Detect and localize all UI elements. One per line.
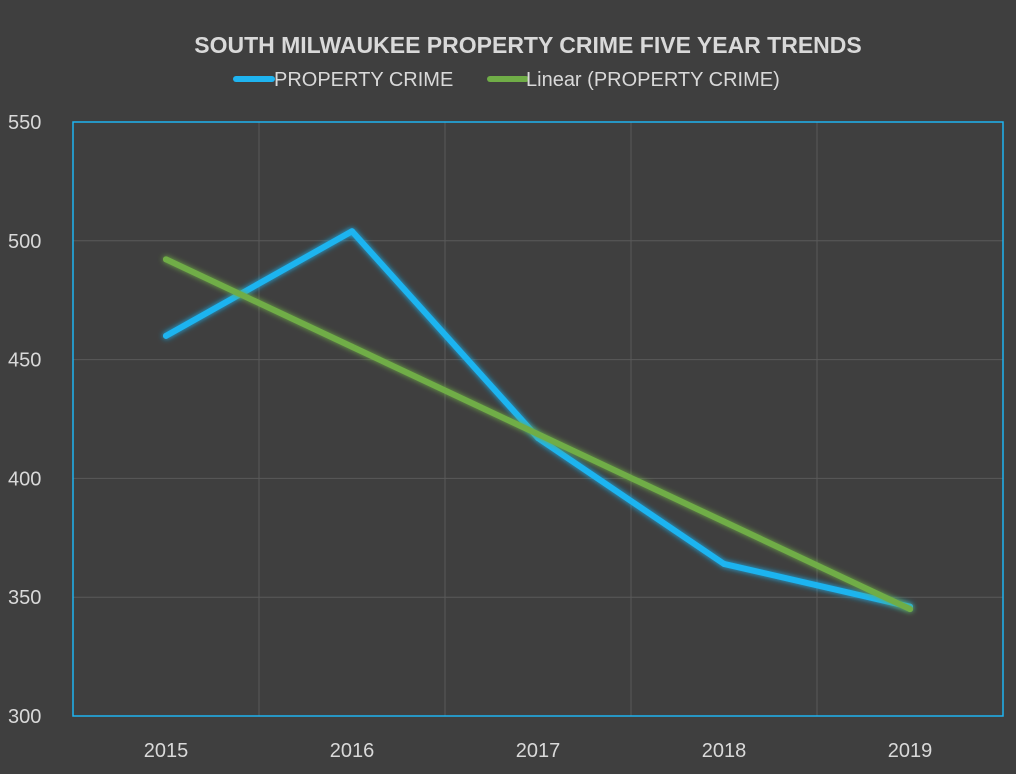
series (163, 228, 913, 613)
y-tick-label: 450 (8, 350, 41, 372)
x-tick-label: 2017 (516, 740, 561, 762)
linear-trend-point (907, 606, 913, 613)
chart-title: SOUTH MILWAUKEE PROPERTY CRIME FIVE YEAR… (194, 32, 862, 58)
y-axis-ticks: 550 500 450 400 350 300 (8, 112, 41, 728)
property-crime-line (163, 228, 913, 610)
y-tick-label: 300 (8, 706, 41, 728)
property-crime-point (721, 560, 727, 567)
linear-trend-point (349, 343, 355, 350)
y-tick-label: 400 (8, 468, 41, 490)
linear-trend-point (163, 256, 169, 263)
linear-trend-point (535, 431, 541, 438)
x-tick-label: 2018 (702, 740, 747, 762)
y-tick-label: 550 (8, 112, 41, 134)
property-crime-point (163, 332, 169, 339)
y-tick-label: 350 (8, 587, 41, 609)
gridlines (73, 121, 1003, 717)
legend: PROPERTY CRIME Linear (PROPERTY CRIME) (233, 69, 780, 91)
x-tick-label: 2019 (888, 740, 933, 762)
legend-label-property-crime: PROPERTY CRIME (274, 69, 453, 91)
x-tick-label: 2015 (144, 740, 189, 762)
x-axis-ticks: 2015 2016 2017 2018 2019 (144, 740, 933, 762)
plot-area-border (72, 121, 1004, 717)
x-tick-label: 2016 (330, 740, 375, 762)
legend-label-linear-trend: Linear (PROPERTY CRIME) (526, 69, 780, 91)
y-tick-label: 500 (8, 231, 41, 253)
linear-trend-point (721, 518, 727, 525)
property-crime-point (349, 228, 355, 235)
